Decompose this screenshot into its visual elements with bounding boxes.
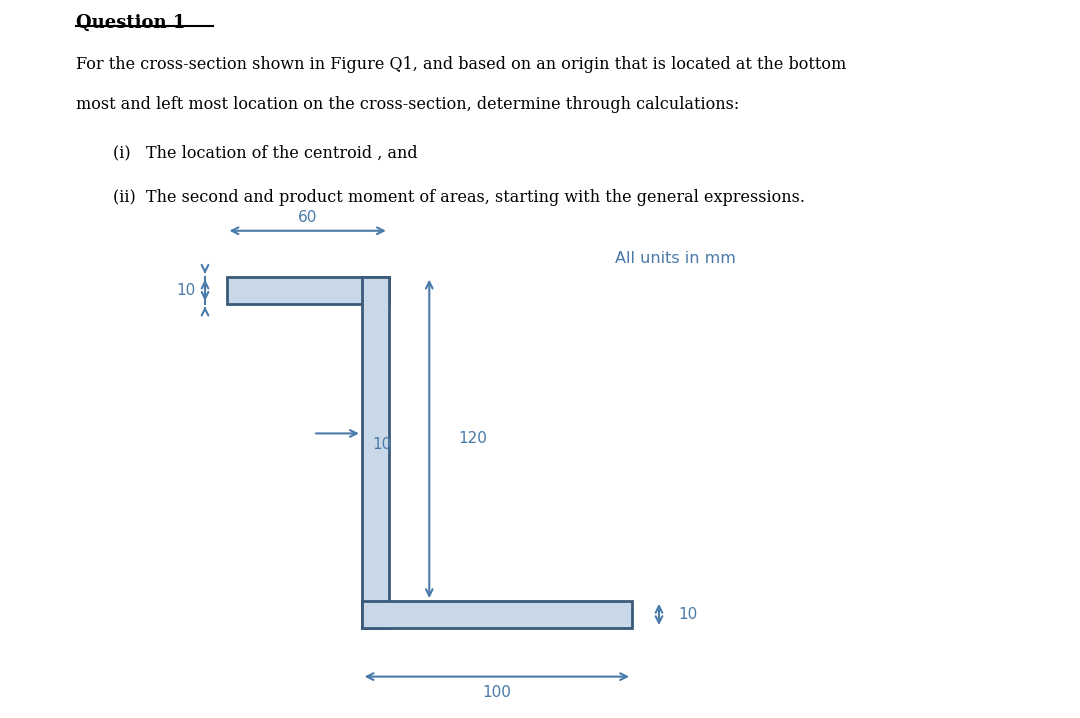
Text: Question 1: Question 1 [76,14,185,32]
Text: 10: 10 [678,607,697,622]
Text: All units in mm: All units in mm [615,251,735,266]
Text: 100: 100 [483,686,511,700]
Text: 60: 60 [298,210,318,225]
Text: 120: 120 [458,432,487,447]
Bar [362,601,632,628]
Text: (i)   The location of the centroid , and: (i) The location of the centroid , and [113,145,418,162]
Text: (ii)  The second and product moment of areas, starting with the general expressi: (ii) The second and product moment of ar… [113,189,806,206]
Text: 10: 10 [176,283,195,298]
Text: For the cross-section shown in Figure Q1, and based on an origin that is located: For the cross-section shown in Figure Q1… [76,56,846,73]
Bar [362,276,389,628]
Text: most and left most location on the cross-section, determine through calculations: most and left most location on the cross… [76,96,739,113]
Text: 10: 10 [373,437,392,452]
Bar [227,276,389,304]
